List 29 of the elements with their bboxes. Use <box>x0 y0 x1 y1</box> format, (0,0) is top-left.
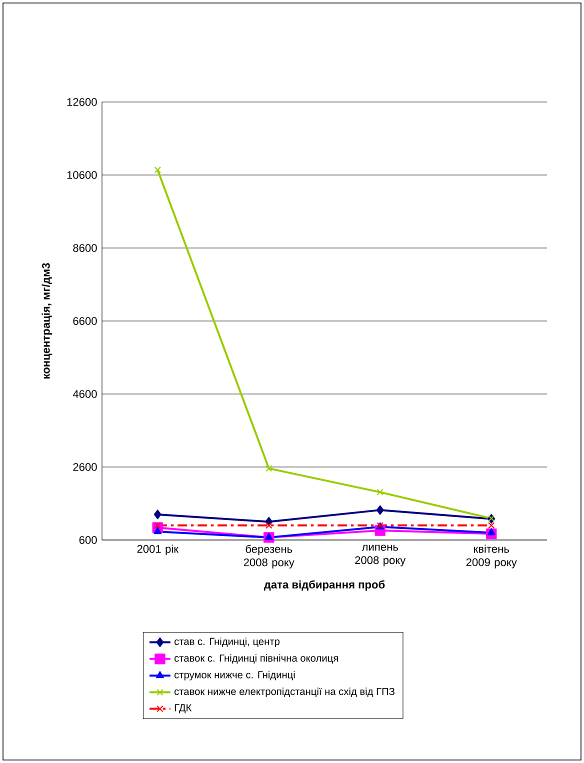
y-tick-label: 2600 <box>73 463 97 471</box>
y-tick-label: 10600 <box>67 171 97 179</box>
legend-label: ставок с. Гнідинці північна околиця <box>174 654 338 664</box>
y-tick-label: 600 <box>79 536 97 544</box>
point <box>264 532 273 540</box>
y-tick-label: 12600 <box>67 98 97 106</box>
point <box>154 166 161 174</box>
legend-label: ГДК <box>174 704 192 714</box>
point <box>488 522 495 529</box>
y-tick-label: 4600 <box>72 390 97 398</box>
x-tick-label: квітень 2009 року <box>466 544 517 568</box>
legend-label: ставок нижче електропідстанції на схід від ГПЗ <box>174 688 394 698</box>
point <box>154 510 162 520</box>
legend-label: став с. Гнідинці, центр <box>174 638 280 648</box>
x-axis-title: дата відбирання проб <box>264 580 385 591</box>
x-tick-label: березень 2008 року <box>244 544 294 568</box>
x-tick-label: 2001 рік <box>137 544 179 556</box>
y-axis-title: концентрація, мг/дм3 <box>42 263 52 378</box>
point <box>376 488 384 496</box>
point <box>487 528 496 536</box>
point <box>266 465 272 472</box>
point <box>154 527 162 534</box>
y-tick-label: 6600 <box>73 317 97 325</box>
y-tick-label: 8600 <box>73 244 97 252</box>
point <box>266 522 272 529</box>
point <box>154 522 161 529</box>
x-tick-label: липень 2008 року <box>355 544 406 566</box>
legend-label: струмок нижче с. Гнідинці <box>174 670 295 680</box>
point <box>376 505 384 515</box>
